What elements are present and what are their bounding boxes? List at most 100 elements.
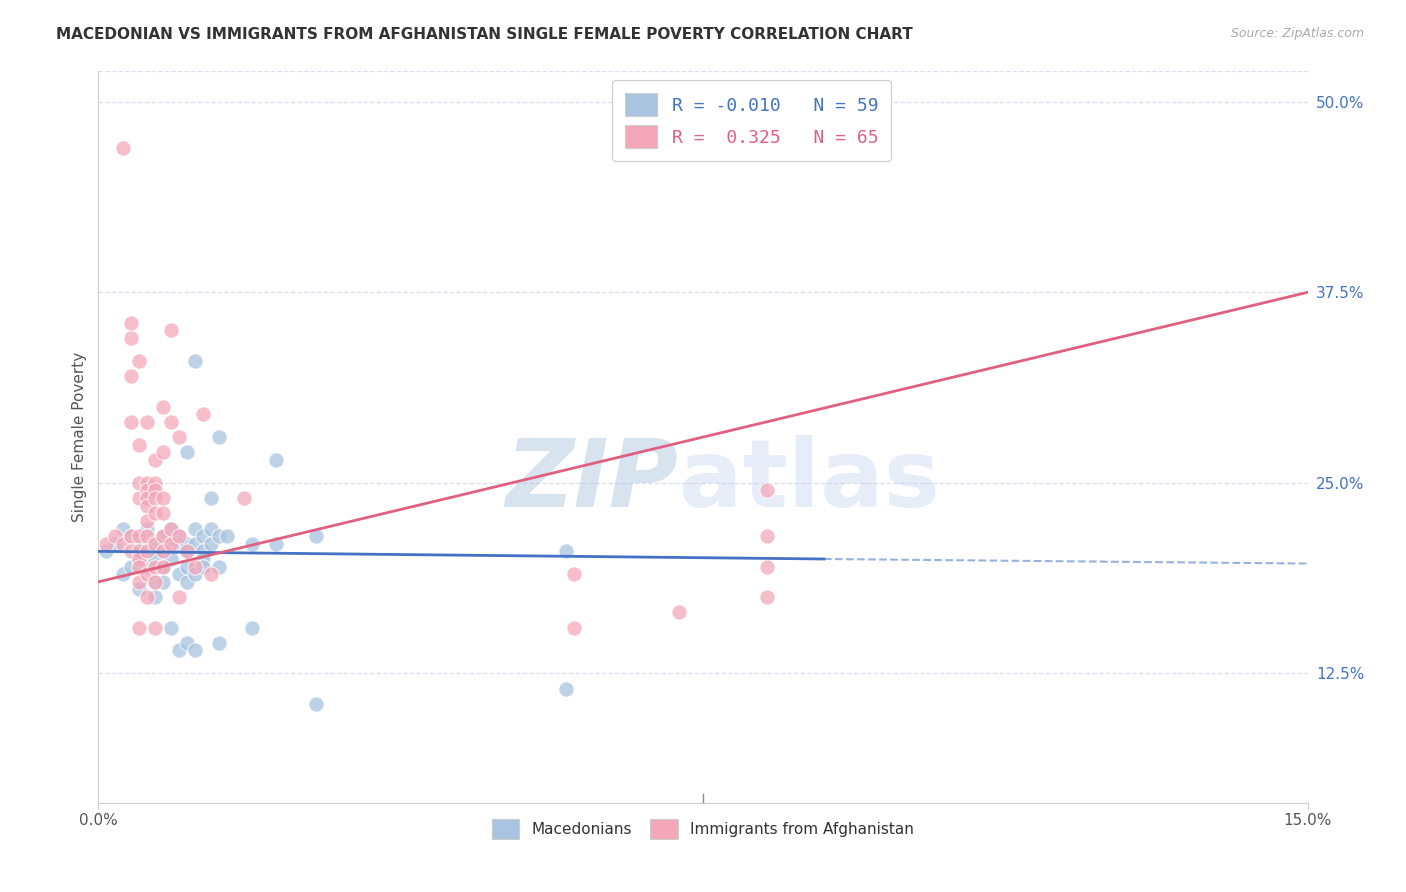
Point <box>193 559 215 574</box>
Point <box>143 491 166 505</box>
Point <box>128 552 150 566</box>
Point <box>555 544 578 558</box>
Text: ZIP: ZIP <box>506 435 679 527</box>
Point <box>160 552 183 566</box>
Point <box>184 643 207 657</box>
Point <box>167 537 190 551</box>
Point <box>120 369 142 384</box>
Text: Source: ZipAtlas.com: Source: ZipAtlas.com <box>1230 27 1364 40</box>
Point <box>184 559 207 574</box>
Point <box>152 529 174 543</box>
Point <box>135 544 157 558</box>
Point <box>184 521 207 535</box>
Point <box>167 430 190 444</box>
Point <box>160 323 183 337</box>
Point <box>217 529 239 543</box>
Point <box>152 559 174 574</box>
Point <box>128 354 150 368</box>
Point <box>208 559 231 574</box>
Point <box>128 537 150 551</box>
Point <box>103 537 125 551</box>
Point <box>176 574 198 589</box>
Point <box>143 574 166 589</box>
Point <box>143 537 166 551</box>
Point <box>167 590 190 604</box>
Point <box>305 697 328 711</box>
Point <box>96 537 118 551</box>
Point <box>200 567 222 582</box>
Point <box>756 529 779 543</box>
Point <box>264 537 287 551</box>
Point <box>176 445 198 459</box>
Point <box>240 621 263 635</box>
Point <box>184 537 207 551</box>
Point <box>143 475 166 490</box>
Point <box>176 544 198 558</box>
Point <box>152 529 174 543</box>
Point <box>103 529 125 543</box>
Point <box>240 537 263 551</box>
Point <box>143 552 166 566</box>
Point <box>143 590 166 604</box>
Point <box>562 567 585 582</box>
Y-axis label: Single Female Poverty: Single Female Poverty <box>72 352 87 522</box>
Point <box>111 537 134 551</box>
Point <box>152 574 174 589</box>
Point <box>120 529 142 543</box>
Point <box>120 544 142 558</box>
Point <box>135 514 157 528</box>
Point <box>135 491 157 505</box>
Point <box>135 559 157 574</box>
Point <box>135 529 157 543</box>
Point <box>135 567 157 582</box>
Point <box>555 681 578 696</box>
Point <box>160 537 183 551</box>
Point <box>143 574 166 589</box>
Point <box>120 559 142 574</box>
Point <box>128 582 150 597</box>
Point <box>135 483 157 498</box>
Point <box>167 567 190 582</box>
Point <box>668 605 690 619</box>
Point <box>120 331 142 345</box>
Point <box>120 529 142 543</box>
Point <box>208 529 231 543</box>
Point <box>120 316 142 330</box>
Point <box>128 475 150 490</box>
Point <box>143 537 166 551</box>
Point <box>562 621 585 635</box>
Point <box>128 574 150 589</box>
Point <box>128 491 150 505</box>
Point <box>152 544 174 558</box>
Point <box>167 643 190 657</box>
Point <box>176 559 198 574</box>
Point <box>120 415 142 429</box>
Point <box>128 529 150 543</box>
Point <box>167 529 190 543</box>
Point <box>152 400 174 414</box>
Point <box>135 544 157 558</box>
Point <box>135 499 157 513</box>
Point <box>756 559 779 574</box>
Point <box>96 544 118 558</box>
Point <box>128 552 150 566</box>
Point <box>152 506 174 520</box>
Point <box>305 529 328 543</box>
Text: MACEDONIAN VS IMMIGRANTS FROM AFGHANISTAN SINGLE FEMALE POVERTY CORRELATION CHAR: MACEDONIAN VS IMMIGRANTS FROM AFGHANISTA… <box>56 27 912 42</box>
Point <box>128 438 150 452</box>
Point <box>176 537 198 551</box>
Point <box>208 636 231 650</box>
Point <box>176 636 198 650</box>
Point <box>193 552 215 566</box>
Point <box>143 453 166 467</box>
Point <box>135 590 157 604</box>
Point <box>193 529 215 543</box>
Point <box>111 140 134 154</box>
Point <box>756 483 779 498</box>
Point <box>152 559 174 574</box>
Point <box>184 354 207 368</box>
Point <box>128 544 150 558</box>
Point <box>193 544 215 558</box>
Point <box>160 537 183 551</box>
Point <box>135 475 157 490</box>
